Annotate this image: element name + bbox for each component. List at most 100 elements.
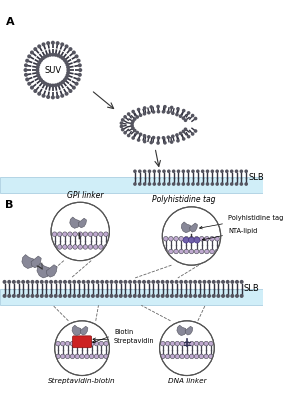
Circle shape	[56, 95, 60, 99]
Circle shape	[142, 280, 146, 284]
Circle shape	[59, 82, 63, 86]
Circle shape	[143, 182, 146, 186]
Circle shape	[188, 280, 192, 284]
Circle shape	[167, 170, 170, 173]
Circle shape	[215, 182, 219, 186]
Circle shape	[119, 280, 123, 284]
Circle shape	[37, 44, 41, 48]
Circle shape	[187, 135, 190, 138]
Circle shape	[36, 63, 40, 67]
Circle shape	[39, 78, 43, 82]
Circle shape	[65, 44, 69, 48]
Circle shape	[180, 341, 184, 346]
Circle shape	[128, 294, 132, 298]
Circle shape	[170, 280, 174, 284]
Circle shape	[135, 131, 139, 134]
Bar	[0, 177, 263, 193]
Circle shape	[170, 106, 173, 109]
Circle shape	[60, 94, 64, 98]
Circle shape	[44, 294, 48, 298]
Circle shape	[193, 280, 197, 284]
Circle shape	[199, 341, 204, 346]
Circle shape	[119, 294, 123, 298]
Text: DNA linker: DNA linker	[168, 378, 206, 384]
Circle shape	[35, 294, 39, 298]
Text: SLB: SLB	[249, 173, 265, 182]
Circle shape	[204, 341, 209, 346]
Circle shape	[88, 245, 93, 249]
Circle shape	[183, 237, 189, 243]
Circle shape	[83, 245, 88, 249]
Circle shape	[166, 110, 170, 114]
Circle shape	[56, 83, 60, 87]
Circle shape	[204, 249, 209, 254]
Circle shape	[78, 63, 82, 67]
Circle shape	[128, 280, 132, 284]
Circle shape	[75, 341, 79, 346]
Circle shape	[179, 114, 182, 118]
Circle shape	[152, 110, 156, 114]
Circle shape	[99, 354, 104, 359]
Circle shape	[27, 82, 31, 86]
Circle shape	[163, 105, 167, 108]
Circle shape	[31, 280, 35, 284]
Circle shape	[226, 280, 230, 284]
Circle shape	[63, 294, 67, 298]
Circle shape	[66, 65, 70, 69]
Circle shape	[170, 294, 174, 298]
Text: Polyhistidine tag: Polyhistidine tag	[200, 215, 283, 229]
Circle shape	[46, 83, 50, 87]
Circle shape	[131, 110, 135, 113]
Circle shape	[35, 68, 39, 72]
Circle shape	[51, 96, 55, 100]
Circle shape	[184, 118, 187, 122]
Circle shape	[187, 111, 190, 115]
Circle shape	[133, 170, 137, 173]
Circle shape	[175, 133, 179, 137]
Circle shape	[62, 232, 67, 236]
Circle shape	[230, 294, 234, 298]
Circle shape	[212, 294, 216, 298]
Circle shape	[202, 280, 206, 284]
Circle shape	[201, 170, 204, 173]
Circle shape	[200, 236, 204, 241]
Circle shape	[143, 170, 146, 173]
Circle shape	[72, 294, 76, 298]
Circle shape	[54, 294, 58, 298]
Circle shape	[131, 126, 135, 130]
Circle shape	[59, 55, 63, 59]
Circle shape	[82, 294, 86, 298]
Circle shape	[189, 236, 194, 241]
Circle shape	[160, 321, 214, 376]
Circle shape	[221, 294, 225, 298]
Circle shape	[73, 245, 77, 249]
Circle shape	[46, 41, 50, 45]
Circle shape	[114, 294, 118, 298]
Circle shape	[181, 116, 185, 120]
Circle shape	[77, 294, 81, 298]
Circle shape	[25, 59, 29, 63]
Circle shape	[157, 170, 161, 173]
Circle shape	[3, 294, 7, 298]
Circle shape	[198, 280, 202, 284]
Circle shape	[55, 321, 109, 376]
Circle shape	[54, 83, 58, 87]
Circle shape	[235, 280, 239, 284]
Text: SUV: SUV	[44, 66, 61, 74]
Circle shape	[51, 41, 55, 45]
Circle shape	[72, 50, 76, 54]
Circle shape	[66, 71, 70, 75]
Circle shape	[230, 182, 234, 186]
Circle shape	[16, 294, 20, 298]
Circle shape	[40, 280, 44, 284]
Circle shape	[70, 354, 75, 359]
Circle shape	[220, 182, 224, 186]
Circle shape	[184, 236, 189, 241]
Circle shape	[143, 140, 147, 143]
Circle shape	[51, 52, 55, 56]
Circle shape	[179, 294, 183, 298]
Circle shape	[142, 294, 146, 298]
Circle shape	[170, 140, 173, 144]
Circle shape	[61, 56, 65, 60]
Circle shape	[164, 236, 168, 241]
